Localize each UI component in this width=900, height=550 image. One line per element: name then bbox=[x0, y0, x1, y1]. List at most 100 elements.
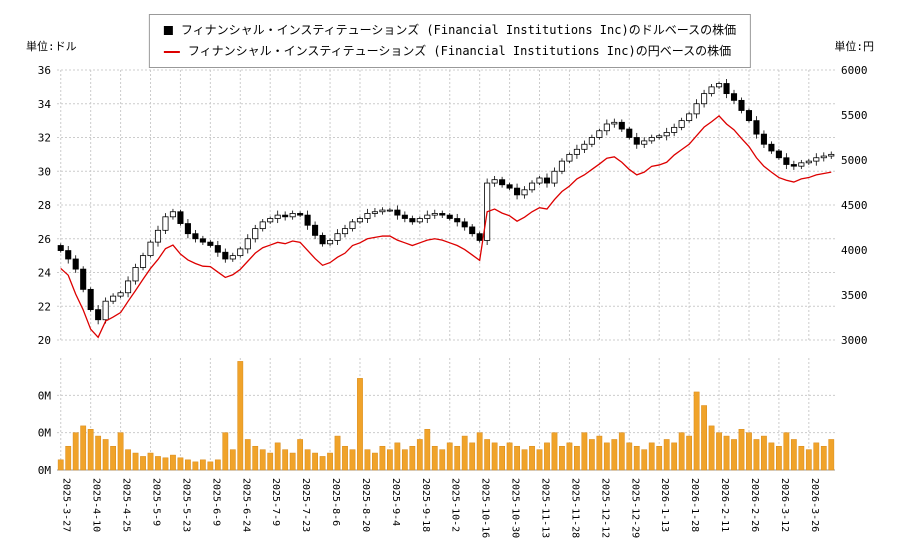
volume-bar bbox=[678, 432, 685, 471]
x-axis-date-label: 2025-9-18 bbox=[420, 478, 431, 532]
volume-bar bbox=[514, 445, 520, 471]
right-axis-tick-label: 5000 bbox=[841, 154, 868, 167]
candle-body bbox=[663, 132, 670, 137]
legend-label-jpy: フィナンシャル・インスティテューションズ (Financial Institut… bbox=[187, 44, 732, 58]
red-line-legend-marker-icon bbox=[163, 50, 180, 53]
volume-bar bbox=[693, 391, 700, 471]
volume-bar bbox=[431, 445, 438, 471]
volume-bar bbox=[671, 442, 678, 471]
candle-body bbox=[805, 160, 812, 164]
x-axis-date-label: 2025-4-10 bbox=[91, 478, 102, 532]
candle-body bbox=[72, 258, 79, 270]
right-axis-unit-label: 単位:円 bbox=[834, 40, 874, 53]
volume-bar bbox=[65, 445, 72, 471]
volume-bar bbox=[117, 432, 124, 471]
candle-body bbox=[341, 228, 349, 235]
volume-bar bbox=[349, 449, 356, 471]
volume-bar bbox=[244, 439, 251, 471]
right-axis-tick-label: 5500 bbox=[841, 109, 868, 122]
volume-bar bbox=[140, 456, 146, 471]
volume-bar bbox=[170, 454, 176, 471]
candle-body bbox=[162, 216, 169, 231]
candle-body bbox=[80, 268, 87, 290]
candle-body bbox=[401, 214, 408, 219]
x-axis-date-label: 2025-11-13 bbox=[540, 478, 551, 538]
x-axis-date-label: 2026-1-28 bbox=[689, 478, 700, 532]
right-axis-tick-label: 4000 bbox=[841, 244, 868, 257]
candle-body bbox=[65, 250, 72, 260]
candle-body bbox=[274, 214, 281, 219]
volume-bar bbox=[319, 456, 326, 471]
volume-axis-tick-label: 0M bbox=[38, 389, 52, 402]
candle-body bbox=[409, 218, 416, 223]
volume-bar bbox=[312, 452, 318, 471]
volume-bar bbox=[776, 445, 782, 471]
candle-body bbox=[723, 83, 730, 95]
x-axis-date-label: 2025-6-24 bbox=[240, 478, 251, 532]
candle-body bbox=[439, 213, 446, 216]
volume-bar bbox=[790, 439, 797, 471]
candle-body bbox=[267, 218, 274, 223]
candle-body bbox=[282, 214, 289, 218]
volume-bar bbox=[469, 442, 476, 471]
volume-bar bbox=[783, 432, 790, 471]
volume-bar bbox=[603, 442, 610, 471]
x-axis-date-label: 2025-6-9 bbox=[210, 478, 221, 526]
candle-body bbox=[820, 155, 827, 159]
candle-body bbox=[371, 211, 378, 214]
candle-body bbox=[783, 157, 790, 165]
candle-body bbox=[304, 214, 311, 226]
candle-body bbox=[738, 99, 745, 111]
candle-body bbox=[184, 223, 191, 235]
candle-body bbox=[259, 221, 266, 230]
candle-body bbox=[147, 241, 154, 257]
volume-bar bbox=[282, 449, 289, 471]
volume-bar bbox=[454, 445, 461, 471]
x-axis-date-label: 2025-8-6 bbox=[330, 478, 341, 526]
volume-bar bbox=[701, 405, 707, 471]
left-axis-tick-label: 32 bbox=[38, 132, 51, 145]
volume-bar bbox=[798, 445, 805, 471]
x-axis-date-label: 2025-8-20 bbox=[360, 478, 371, 532]
right-axis-tick-label: 6000 bbox=[841, 64, 868, 77]
volume-bar bbox=[544, 442, 550, 471]
left-axis-tick-labels: 20 22 24 26 28 30 32 34 36 bbox=[38, 64, 52, 347]
candle-body bbox=[102, 300, 109, 321]
x-axis-date-label: 2025-12-12 bbox=[599, 478, 610, 538]
x-axis-date-label: 2026-3-12 bbox=[779, 478, 790, 532]
x-axis-date-label: 2026-1-13 bbox=[659, 478, 670, 532]
volume-bar bbox=[252, 445, 259, 471]
candle-body bbox=[491, 179, 498, 184]
volume-bar bbox=[132, 452, 139, 471]
candle-body bbox=[169, 211, 176, 218]
volume-bar bbox=[551, 432, 558, 471]
right-axis-tick-label: 4500 bbox=[841, 199, 868, 212]
candle-body bbox=[828, 153, 835, 157]
candle-body bbox=[349, 221, 356, 230]
candle-body bbox=[57, 245, 64, 251]
x-axis-date-label: 2026-3-26 bbox=[809, 478, 820, 532]
candle-body bbox=[506, 184, 513, 189]
volume-bar bbox=[334, 435, 341, 471]
volume-bar bbox=[229, 449, 236, 471]
volume-bar bbox=[327, 452, 333, 471]
volume-bar bbox=[185, 459, 191, 471]
candle-body bbox=[334, 233, 341, 241]
candle-body bbox=[446, 214, 453, 219]
legend-row-jpy: フィナンシャル・インスティテューションズ (Financial Institut… bbox=[163, 41, 736, 62]
volume-bar bbox=[731, 439, 737, 471]
candle-body bbox=[222, 251, 229, 260]
x-axis-date-label: 2025-7-9 bbox=[270, 478, 281, 526]
candle-body bbox=[177, 211, 184, 224]
candle-body bbox=[753, 120, 760, 135]
candle-body bbox=[244, 238, 251, 250]
candle-body bbox=[461, 221, 468, 228]
candle-body bbox=[110, 295, 117, 302]
volume-bar bbox=[828, 439, 835, 471]
volume-bar bbox=[566, 442, 573, 471]
volume-bar bbox=[57, 459, 64, 471]
volume-bar bbox=[379, 445, 386, 471]
candle-body bbox=[454, 218, 461, 223]
